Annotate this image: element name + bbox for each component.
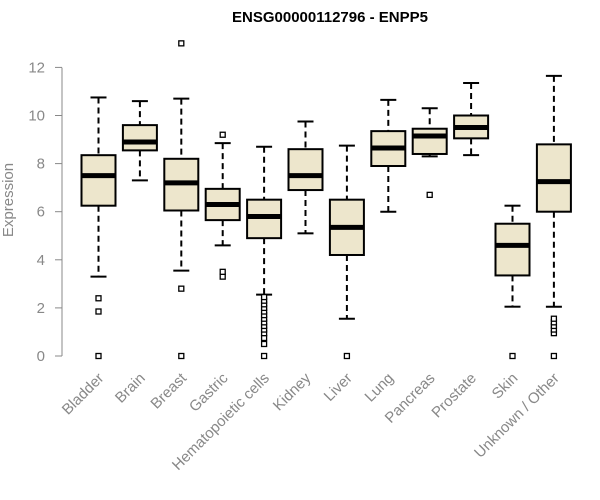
y-tick-label: 10 [28, 108, 45, 125]
x-tick-label: Bladder [59, 370, 108, 419]
y-tick-label: 6 [37, 204, 45, 221]
outlier-point [178, 40, 185, 47]
outlier-point [95, 352, 102, 360]
outlier-point [260, 340, 268, 348]
iqr-box [535, 143, 572, 213]
box-hematopoietic-cells [246, 145, 283, 360]
outlier-point [550, 315, 558, 322]
iqr-box [411, 127, 448, 155]
boxes [80, 40, 572, 360]
iqr-box [80, 154, 117, 207]
x-tick-label: Breast [147, 369, 190, 412]
box-unknown-other [535, 74, 572, 360]
box-lung [370, 98, 407, 213]
iqr-box [494, 222, 531, 277]
outlier-point [95, 295, 102, 302]
y-tick-label: 0 [37, 348, 45, 365]
outlier-point [260, 293, 268, 301]
box-bladder [80, 96, 117, 360]
chart-title: ENSG00000112796 - ENPP5 [232, 9, 428, 26]
x-tick-label: Skin [489, 370, 522, 403]
box-liver [328, 144, 365, 360]
outlier-point [509, 352, 516, 360]
x-tick-label: Prostate [428, 370, 480, 422]
x-tick-label: Liver [321, 370, 356, 405]
y-axis-label: Expression [0, 163, 17, 237]
box-prostate [453, 82, 490, 157]
box-pancreas [411, 107, 448, 199]
x-tick-label: Brain [112, 370, 149, 407]
box-breast [163, 40, 200, 360]
outlier-point [95, 308, 102, 315]
box-brain [121, 100, 158, 182]
outlier-point [219, 268, 226, 275]
outlier-point [550, 352, 558, 360]
outlier-point [343, 352, 351, 360]
outlier-point [260, 352, 268, 360]
box-gastric [204, 131, 241, 280]
iqr-box [121, 124, 158, 152]
outlier-point [219, 131, 226, 138]
outlier-point [178, 285, 185, 292]
x-tick-label: Lung [362, 370, 398, 406]
box-skin [494, 204, 531, 360]
y-ticks: 0 2 4 6 8 10 12 [28, 59, 62, 365]
outlier-point [178, 352, 185, 360]
box-kidney [287, 120, 324, 235]
y-tick-label: 12 [28, 59, 45, 76]
x-tick-label: Kidney [270, 369, 315, 414]
y-tick-label: 2 [37, 300, 45, 317]
y-tick-label: 8 [37, 156, 45, 173]
iqr-box [287, 148, 324, 192]
outlier-point [426, 191, 433, 199]
y-tick-label: 4 [37, 252, 45, 269]
